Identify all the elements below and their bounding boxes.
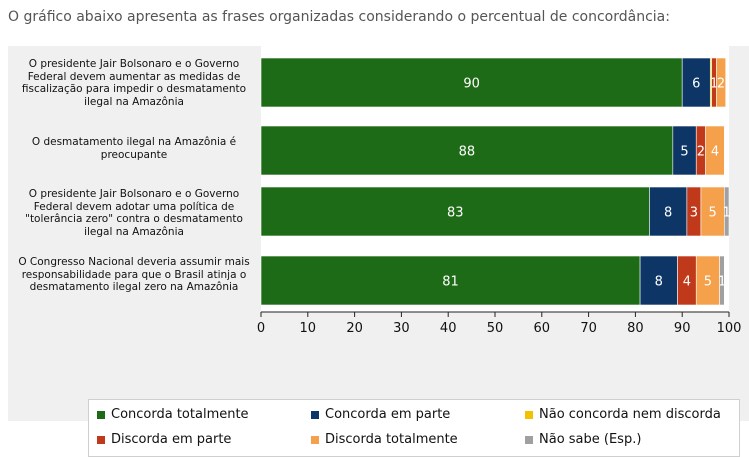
bar-segment	[649, 186, 688, 237]
legend-label: Não concorda nem discorda	[539, 407, 721, 422]
data-label: 2	[717, 77, 725, 92]
bar-segment	[716, 57, 727, 108]
category-label-4: O Congresso Nacional deveria assumir mai…	[18, 256, 250, 293]
bar-segment	[260, 186, 650, 237]
data-label: 2	[697, 145, 705, 160]
x-tick-label: 80	[627, 321, 644, 336]
bar-segment	[719, 255, 725, 306]
legend-swatch	[311, 435, 319, 444]
legend-swatch	[525, 435, 533, 444]
x-tick-label: 70	[580, 321, 597, 336]
category-label-1: O presidente Jair Bolsonaro e o Governo …	[21, 58, 247, 108]
x-tick-label: 10	[300, 321, 317, 336]
data-label: 88	[459, 145, 476, 160]
legend-swatch	[311, 410, 319, 419]
data-label: 4	[683, 275, 691, 290]
data-label: 4	[711, 145, 719, 160]
category-label-2: O desmatamento ilegal na Amazônia é preo…	[31, 136, 237, 161]
data-label: 81	[442, 275, 459, 290]
data-label: 5	[680, 145, 688, 160]
legend-item-nao-sabe: Não sabe (Esp.)	[525, 432, 641, 447]
chart-legend: Concorda totalmente Concorda em parte Nã…	[88, 399, 740, 457]
data-label: 83	[447, 206, 464, 221]
legend-item-discorda-em-parte: Discorda em parte	[97, 432, 231, 447]
data-label: 8	[655, 275, 663, 290]
bar-segment	[705, 125, 725, 176]
legend-label: Não sabe (Esp.)	[539, 432, 642, 447]
legend-swatch	[97, 435, 105, 444]
intro-text: O gráfico abaixo apresenta as frases org…	[8, 9, 670, 25]
legend-item-concorda-em-parte: Concorda em parte	[311, 407, 450, 422]
legend-item-concorda-totalmente: Concorda totalmente	[97, 407, 249, 422]
data-label: 90	[463, 77, 480, 92]
x-tick-label: 40	[440, 321, 457, 336]
data-label: 5	[708, 206, 716, 221]
legend-swatch	[525, 410, 533, 419]
legend-item-discorda-totalmente: Discorda totalmente	[311, 432, 458, 447]
x-tick-label: 100	[717, 321, 742, 336]
data-label: 1	[710, 77, 718, 92]
x-tick-label: 60	[534, 321, 551, 336]
data-label: 5	[704, 275, 712, 290]
data-label: 8	[664, 206, 672, 221]
bar-segment	[724, 186, 730, 237]
data-label: 1	[718, 275, 726, 290]
legend-item-nao-concorda-nem-discorda: Não concorda nem discorda	[525, 407, 721, 422]
bar-segment	[260, 57, 683, 108]
legend-swatch	[97, 410, 105, 419]
legend-label: Concorda totalmente	[111, 407, 249, 422]
data-label: 3	[690, 206, 698, 221]
legend-label: Discorda em parte	[111, 432, 232, 447]
data-label: 1	[723, 206, 731, 221]
category-label-3: O presidente Jair Bolsonaro e o Governo …	[25, 188, 243, 238]
chart-panel: 90 6 1 2 88 5 2 4 83 8 3 5 1 81 8 4 5 1 0 10 20 30 40 50 60 70 80 9…	[8, 46, 749, 457]
x-tick-label: 90	[674, 321, 691, 336]
x-tick-label: 20	[346, 321, 363, 336]
data-label: 6	[692, 77, 700, 92]
legend-label: Concorda em parte	[325, 407, 451, 422]
bar-segment	[639, 255, 678, 306]
legend-label: Discorda totalmente	[325, 432, 458, 447]
bar-segment	[260, 255, 641, 306]
x-tick-label: 0	[257, 321, 265, 336]
x-tick-label: 50	[487, 321, 504, 336]
x-tick-label: 30	[393, 321, 410, 336]
